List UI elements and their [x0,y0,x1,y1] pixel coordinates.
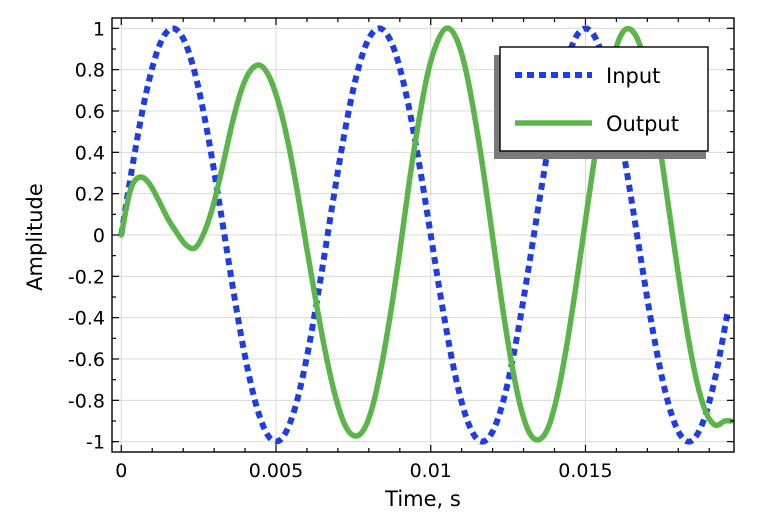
series-line-output [118,25,734,443]
x-axis-title: Time, s [384,487,461,511]
legend-box [499,46,709,152]
x-tick-labels: 0 0.005 0.01 0.015 [115,460,612,482]
y-tick-label: -0.2 [68,266,105,288]
x-tick-label: 0.005 [249,460,303,482]
y-tick-label: 0.4 [75,142,105,164]
y-tick-label: -0.4 [68,308,105,330]
y-tick-label: -0.6 [68,349,105,371]
x-tick-label: 0 [115,460,127,482]
y-axis-title: Amplitude [23,183,47,291]
y-tick-label: 0 [93,225,105,247]
legend-label-input: Input [606,64,660,88]
y-tick-label: 0.8 [75,60,105,82]
y-tick-label: 0.6 [75,101,105,123]
x-tick-label: 0.01 [410,460,452,482]
y-tick-label: 1 [93,18,105,40]
x-tick-label: 0.015 [558,460,612,482]
grid [112,18,734,452]
y-tick-label: -1 [86,432,105,454]
legend-label-output: Output [606,112,679,136]
y-tick-labels: 1 0.8 0.6 0.4 0.2 0 -0.2 -0.4 -0.6 -0.8 -1 [68,18,105,453]
ticks [112,18,734,452]
legend: Input Output [494,46,709,159]
y-tick-label: -0.8 [68,390,105,412]
y-tick-label: 0.2 [75,184,105,206]
series-group [118,25,734,445]
series-line-input [118,25,731,445]
